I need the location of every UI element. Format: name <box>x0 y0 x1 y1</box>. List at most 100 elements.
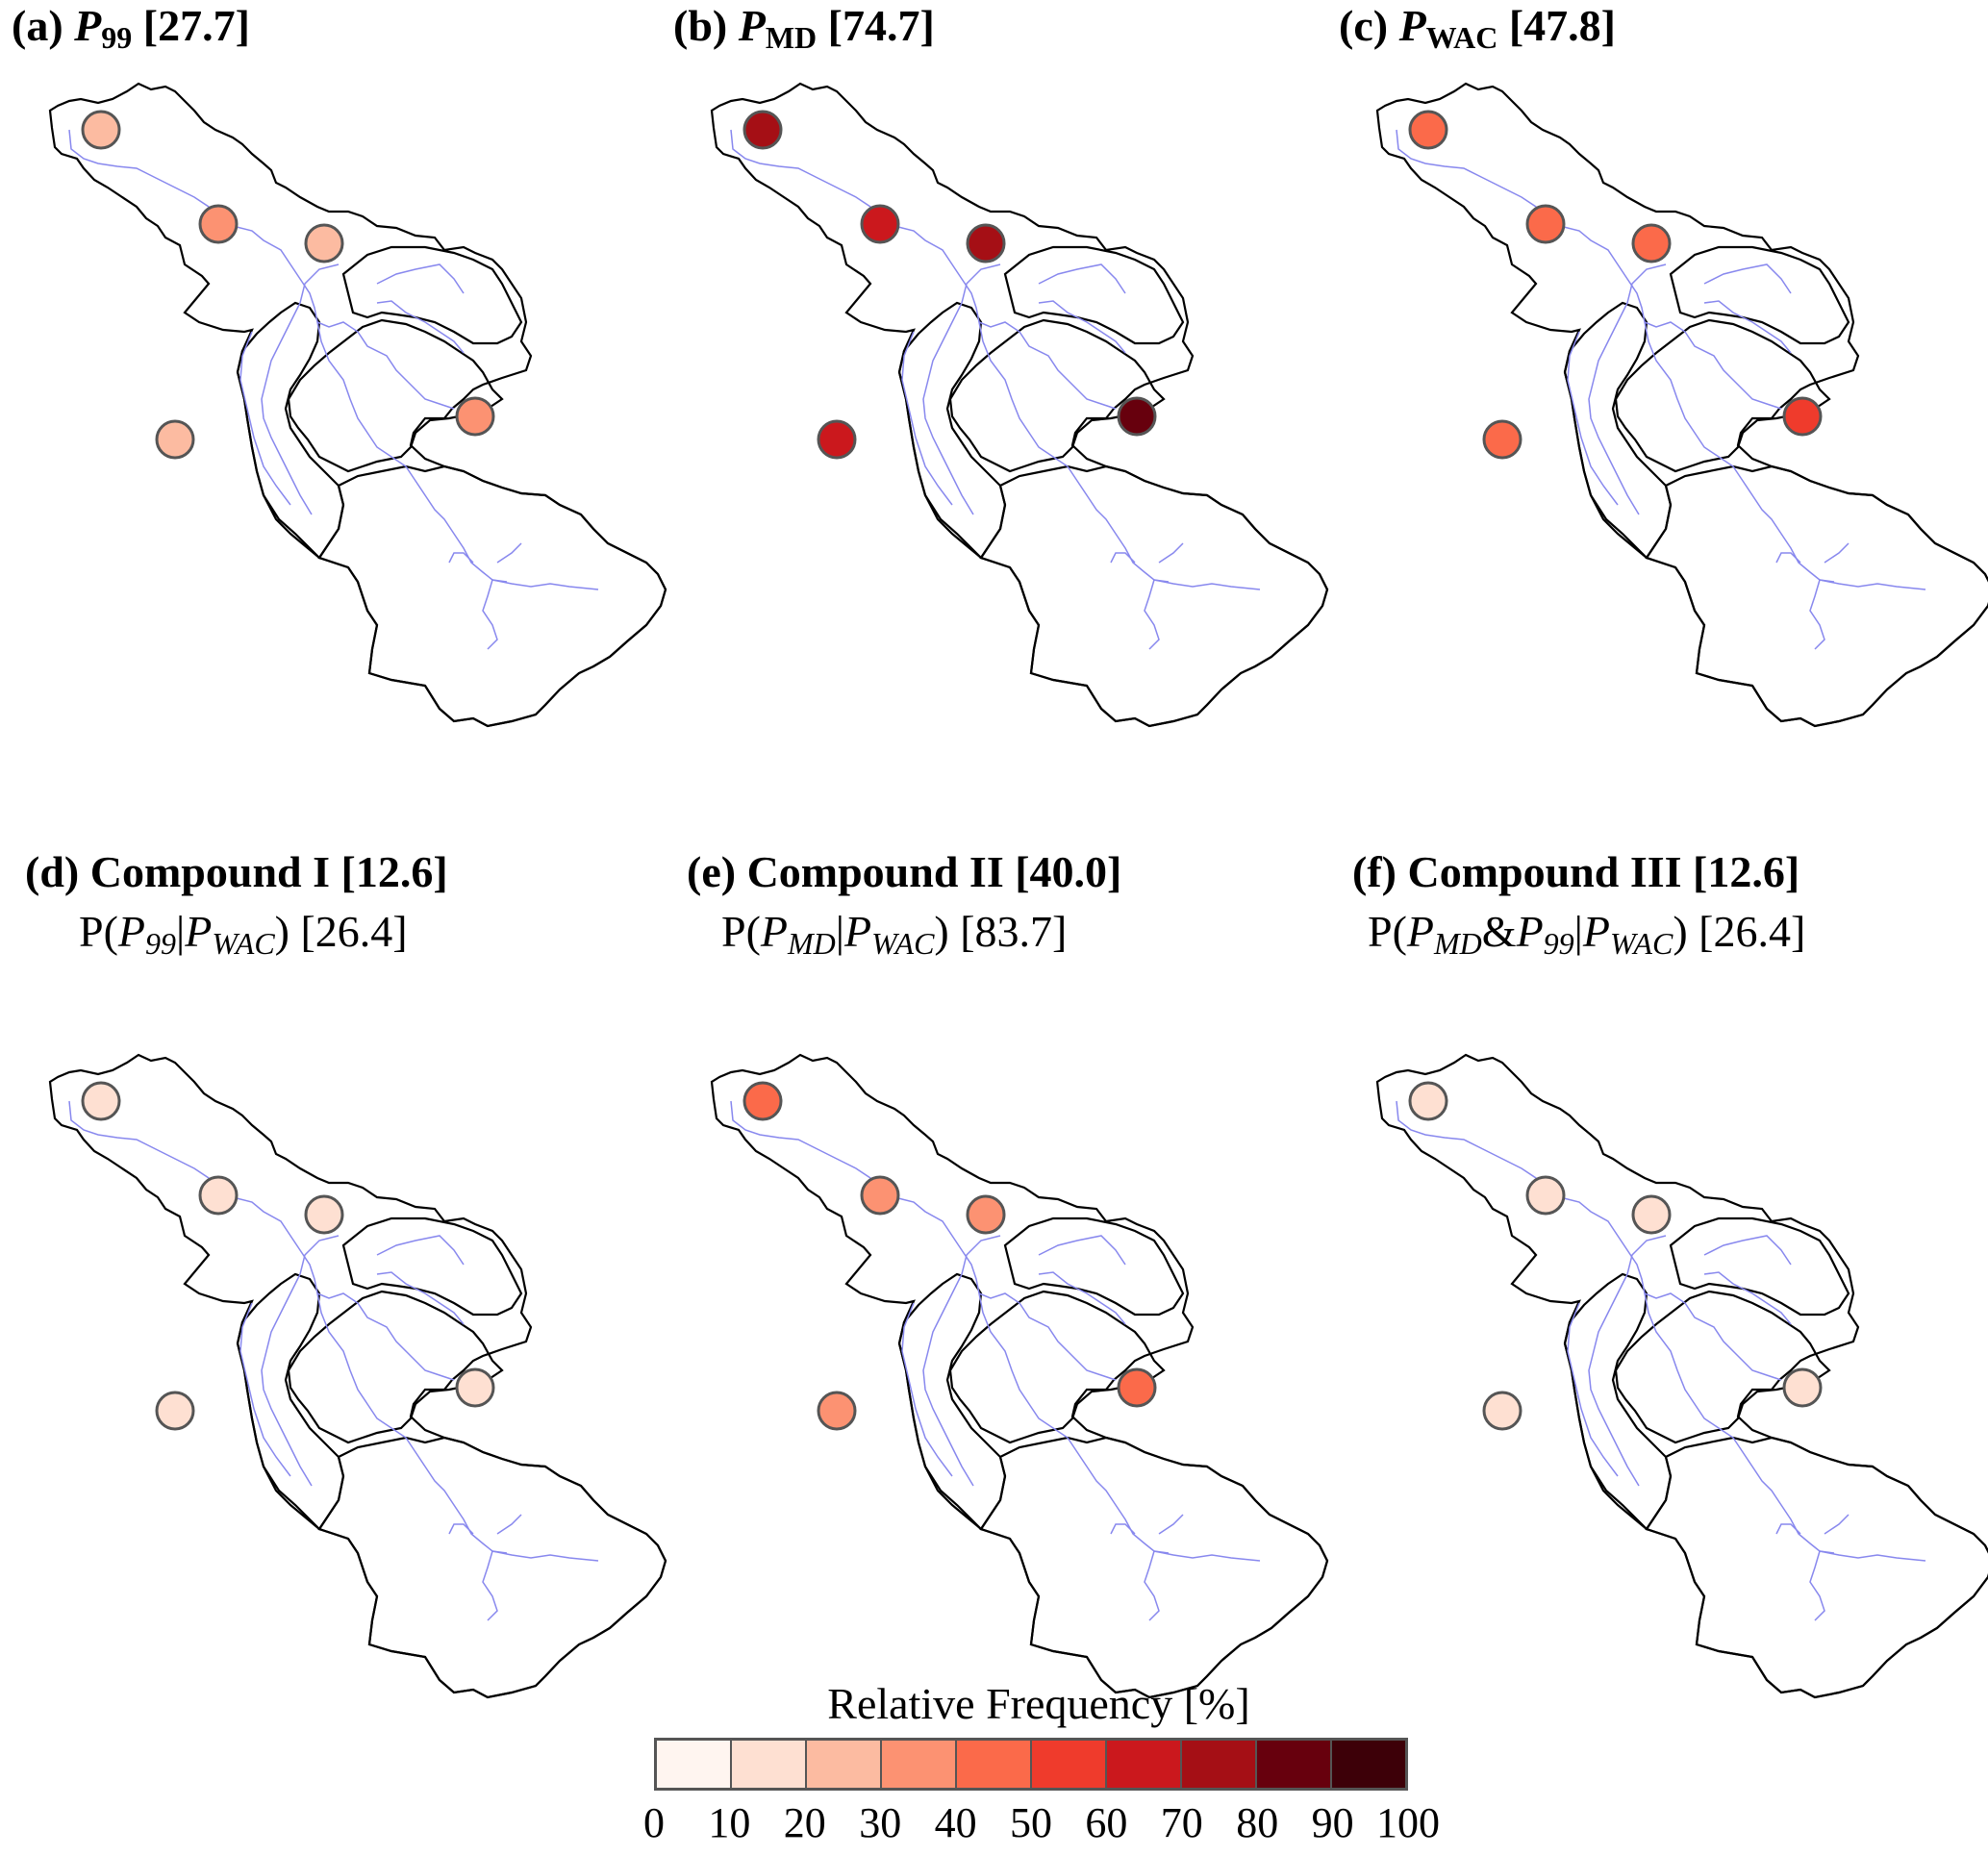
subbasin-outline <box>236 301 345 560</box>
legend-bin <box>732 1741 807 1788</box>
basin-map <box>710 82 1329 728</box>
station-marker <box>81 110 121 150</box>
panel-subtitle: P(PMD|PWAC) [83.7] <box>721 907 1068 961</box>
station-marker <box>860 1175 900 1216</box>
legend-bin <box>1332 1741 1405 1788</box>
river-line <box>901 331 953 506</box>
legend-bin <box>1257 1741 1332 1788</box>
station-marker <box>81 1081 121 1121</box>
river-line <box>1819 1550 1926 1562</box>
subbasin-outline <box>1614 1290 1831 1444</box>
station-marker <box>742 1081 783 1121</box>
river-line <box>1824 1514 1850 1535</box>
river-line <box>448 552 474 564</box>
subbasin-outline <box>317 1436 667 1699</box>
subbasin-outline <box>979 1436 1329 1699</box>
station-marker <box>304 1194 344 1235</box>
station-marker <box>155 1391 195 1431</box>
river-line <box>316 1292 455 1381</box>
panel-subtitle: P(P99|PWAC) [26.4] <box>79 907 408 961</box>
river-line <box>1644 1292 1835 1554</box>
station-marker <box>1631 1194 1672 1235</box>
river-line <box>901 1302 953 1477</box>
river-line <box>1775 1523 1801 1535</box>
river-line <box>730 129 980 323</box>
river-line <box>448 1523 474 1535</box>
subbasin-outline <box>236 1272 345 1531</box>
river-line <box>1588 302 1640 515</box>
river-line <box>922 302 974 515</box>
river-line <box>496 542 522 564</box>
basin-outline <box>48 82 667 728</box>
legend-tick-label: 100 <box>1376 1799 1440 1846</box>
panel-title: (b) PMD [74.7] <box>673 1 935 55</box>
river-line <box>299 1235 340 1275</box>
river-line <box>1775 552 1801 564</box>
river-line <box>1110 1523 1136 1535</box>
river-line <box>1567 1302 1619 1477</box>
subbasin-outline <box>948 318 1166 473</box>
station-marker <box>198 1175 239 1216</box>
basin-outline <box>710 1053 1329 1699</box>
legend-tick-label: 80 <box>1236 1799 1279 1846</box>
station-marker <box>1117 396 1157 437</box>
river-line <box>978 1292 1170 1554</box>
panel-title: (d) Compound I [12.6] <box>25 847 448 896</box>
subbasin-outline <box>1563 1272 1673 1531</box>
legend-tick-label: 50 <box>1010 1799 1052 1846</box>
legend-colorbar <box>654 1738 1408 1791</box>
legend-bin <box>657 1741 732 1788</box>
subbasin-outline <box>1669 1216 1850 1317</box>
river-line <box>239 331 291 506</box>
station-marker <box>198 204 239 244</box>
river-line <box>376 263 465 294</box>
station-marker <box>1525 204 1566 244</box>
panel-d: (d) Compound I [12.6] P(P99|PWAC) [26.4] <box>12 846 674 1699</box>
station-marker <box>1482 1391 1522 1431</box>
station-marker <box>1408 110 1448 150</box>
legend-tick-label: 20 <box>783 1799 826 1846</box>
river-line <box>1158 1514 1184 1535</box>
legend-tick-label: 60 <box>1085 1799 1128 1846</box>
station-marker <box>860 204 900 244</box>
basin-map <box>48 82 667 728</box>
panel-b: (b) PMD [74.7] <box>673 0 1336 846</box>
subbasin-outline <box>1563 301 1673 560</box>
station-marker <box>1525 1175 1566 1216</box>
river-line <box>1144 1550 1160 1621</box>
river-line <box>496 1514 522 1535</box>
river-line <box>239 1302 291 1477</box>
river-line <box>299 263 340 304</box>
river-line <box>1567 331 1619 506</box>
basin-map <box>48 1053 667 1699</box>
station-marker <box>817 419 857 460</box>
river-line <box>1110 552 1136 564</box>
river-line <box>1396 1100 1646 1294</box>
panel-title: (f) Compound III [12.6] <box>1352 847 1800 896</box>
river-line <box>961 1235 1001 1275</box>
river-line <box>1703 1235 1792 1266</box>
river-line <box>1038 1235 1126 1266</box>
subbasin-outline <box>1003 1216 1185 1317</box>
subbasin-outline <box>287 1290 504 1444</box>
station-marker <box>1408 1081 1448 1121</box>
river-line <box>68 1100 318 1294</box>
legend-title: Relative Frequency [%] <box>827 1679 1250 1728</box>
station-marker <box>1782 396 1823 437</box>
river-line <box>316 321 455 410</box>
river-line <box>1824 542 1850 564</box>
river-line <box>482 579 498 650</box>
river-line <box>1644 321 1782 410</box>
river-line <box>376 1235 465 1266</box>
legend-tick-label: 0 <box>643 1799 665 1846</box>
basin-map <box>1375 1053 1988 1699</box>
panel-c: (c) PWAC [47.8] <box>1339 0 1988 846</box>
river-line <box>316 1292 508 1554</box>
legend-bin <box>807 1741 882 1788</box>
subbasin-outline <box>948 1290 1166 1444</box>
river-line <box>491 579 599 590</box>
subbasin-outline <box>287 318 504 473</box>
legend-tick-label: 90 <box>1311 1799 1354 1846</box>
subbasin-outline <box>341 1216 523 1317</box>
legend-tick-label: 40 <box>934 1799 977 1846</box>
